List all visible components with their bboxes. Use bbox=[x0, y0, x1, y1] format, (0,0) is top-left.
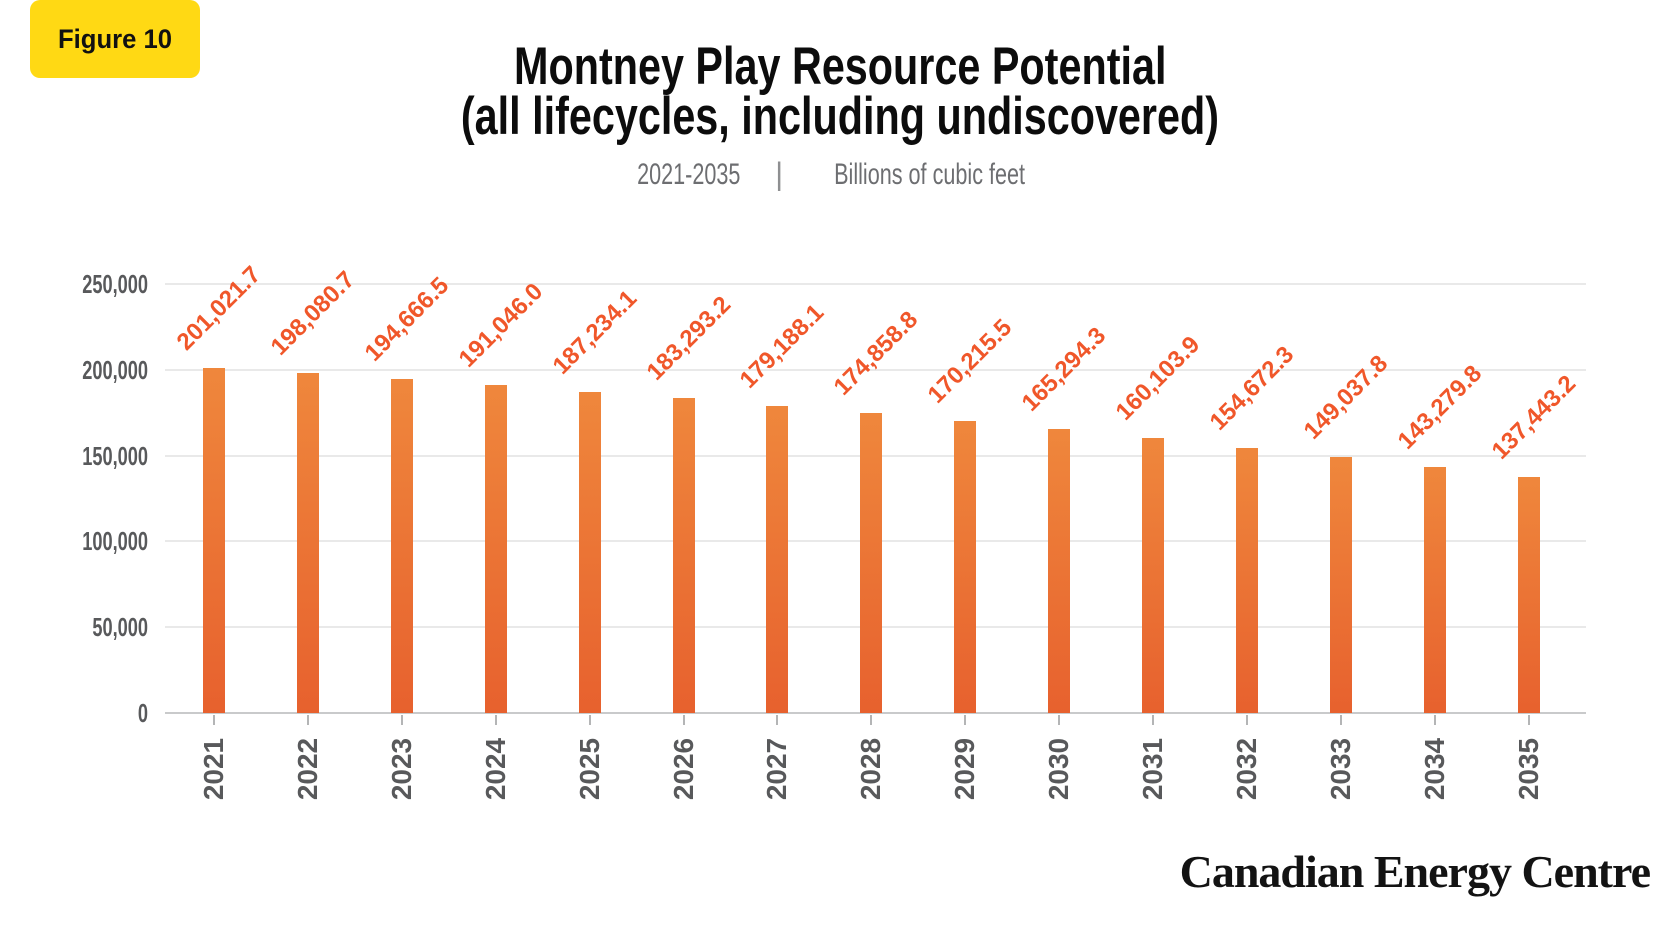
bar-value-label-2026: 183,293.2 bbox=[641, 291, 736, 387]
bar-2033 bbox=[1329, 457, 1352, 713]
x-axis-label-2035: 2035 bbox=[1512, 737, 1544, 801]
bar-2031 bbox=[1142, 438, 1164, 713]
bar-value-label-2031: 160,103.9 bbox=[1110, 331, 1206, 426]
x-axis-tick-2026 bbox=[682, 715, 685, 725]
bar-2021 bbox=[203, 368, 225, 713]
bar-2030 bbox=[1048, 429, 1071, 713]
y-axis-label-250,000: 250,000 bbox=[82, 269, 148, 299]
bar-value-label-2024: 191,046.0 bbox=[453, 278, 548, 373]
bar-value-label-2027: 179,188.1 bbox=[735, 298, 830, 394]
x-axis-label-2025: 2025 bbox=[573, 737, 605, 801]
x-axis-tick-2025 bbox=[588, 715, 591, 725]
y-axis-label-0: 0 bbox=[137, 698, 148, 728]
x-axis-tick-2031 bbox=[1152, 715, 1154, 725]
bar-2024 bbox=[484, 385, 507, 713]
x-axis-label-2026: 2026 bbox=[667, 737, 699, 801]
bar-2025 bbox=[578, 391, 601, 713]
bar-2022 bbox=[296, 373, 319, 713]
x-axis-tick-2023 bbox=[400, 715, 403, 725]
bar-value-label-2022: 198,080.7 bbox=[265, 266, 361, 361]
x-axis-tick-2032 bbox=[1245, 715, 1248, 725]
x-axis-tick-2035 bbox=[1527, 715, 1530, 725]
y-axis-label-50,000: 50,000 bbox=[92, 612, 148, 643]
title-block: Montney Play Resource Potential (all lif… bbox=[0, 37, 1680, 192]
x-axis-label-2023: 2023 bbox=[385, 737, 417, 801]
bar-value-label-2033: 149,037.8 bbox=[1298, 350, 1394, 445]
y-axis-label-100,000: 100,000 bbox=[82, 526, 148, 557]
x-axis-label-2033: 2033 bbox=[1324, 737, 1356, 801]
figure-badge-label: Figure 10 bbox=[57, 23, 173, 54]
x-axis-label-2028: 2028 bbox=[855, 737, 887, 801]
x-axis-label-2022: 2022 bbox=[291, 737, 323, 801]
gridline-200,000 bbox=[165, 368, 1586, 371]
x-axis-line bbox=[165, 712, 1586, 714]
bar-2029 bbox=[954, 420, 977, 713]
chart-subtitle: 2021-2035 | Billions of cubic feet bbox=[0, 157, 1680, 192]
bar-2035 bbox=[1517, 477, 1540, 713]
x-axis-tick-2029 bbox=[964, 715, 967, 725]
x-axis-label-2029: 2029 bbox=[949, 737, 981, 801]
x-axis-tick-2028 bbox=[870, 715, 873, 725]
chart-title-text-1: Montney Play Resource Potential bbox=[513, 37, 1167, 96]
bar-value-label-2035: 137,443.2 bbox=[1486, 370, 1581, 465]
x-axis-tick-2034 bbox=[1433, 715, 1436, 725]
bar-value-label-2029: 170,215.5 bbox=[922, 314, 1018, 409]
x-axis-tick-2027 bbox=[776, 715, 779, 725]
figure-badge: Figure 10 bbox=[30, 0, 200, 78]
chart-title-text-2: (all lifecycles, including undiscovered) bbox=[460, 87, 1220, 146]
bar-value-label-2028: 174,858.8 bbox=[828, 306, 924, 401]
bar-value-label-2025: 187,234.1 bbox=[547, 284, 642, 380]
x-axis-label-2031: 2031 bbox=[1137, 737, 1168, 801]
bar-value-label-2034: 143,279.8 bbox=[1392, 360, 1487, 455]
bar-2032 bbox=[1235, 447, 1258, 713]
chart-title-line-2: (all lifecycles, including undiscovered) bbox=[0, 87, 1680, 146]
x-axis-label-2024: 2024 bbox=[479, 737, 511, 801]
y-axis-label-200,000: 200,000 bbox=[82, 354, 148, 385]
brand-wordmark: Canadian Energy Centre bbox=[1179, 846, 1651, 897]
x-axis-tick-2021 bbox=[213, 715, 215, 725]
x-axis-label-2034: 2034 bbox=[1418, 737, 1450, 801]
subtitle-separator: | bbox=[775, 157, 784, 192]
y-axis-label-150,000: 150,000 bbox=[82, 440, 148, 471]
x-axis-label-2030: 2030 bbox=[1043, 737, 1075, 801]
subtitle-year-range: 2021-2035 bbox=[637, 158, 741, 191]
x-axis-label-2021: 2021 bbox=[198, 737, 229, 801]
x-axis-tick-2030 bbox=[1058, 715, 1061, 725]
bar-2034 bbox=[1423, 467, 1446, 713]
x-axis-tick-2033 bbox=[1339, 715, 1342, 725]
bar-2028 bbox=[860, 412, 883, 713]
subtitle-units: Billions of cubic feet bbox=[834, 158, 1026, 191]
bar-2027 bbox=[766, 405, 789, 713]
bar-2026 bbox=[672, 398, 695, 713]
bar-value-label-2032: 154,672.3 bbox=[1204, 340, 1300, 436]
bar-2023 bbox=[390, 378, 413, 713]
bar-value-label-2021: 201,021.7 bbox=[171, 261, 267, 356]
x-axis-label-2027: 2027 bbox=[761, 737, 793, 801]
x-axis-tick-2024 bbox=[494, 715, 497, 725]
chart-title-line-1: Montney Play Resource Potential bbox=[0, 37, 1680, 96]
x-axis-label-2032: 2032 bbox=[1230, 737, 1262, 801]
x-axis-tick-2022 bbox=[306, 715, 309, 725]
bar-value-label-2023: 194,666.5 bbox=[359, 272, 455, 367]
gridline-250,000 bbox=[165, 283, 1586, 285]
